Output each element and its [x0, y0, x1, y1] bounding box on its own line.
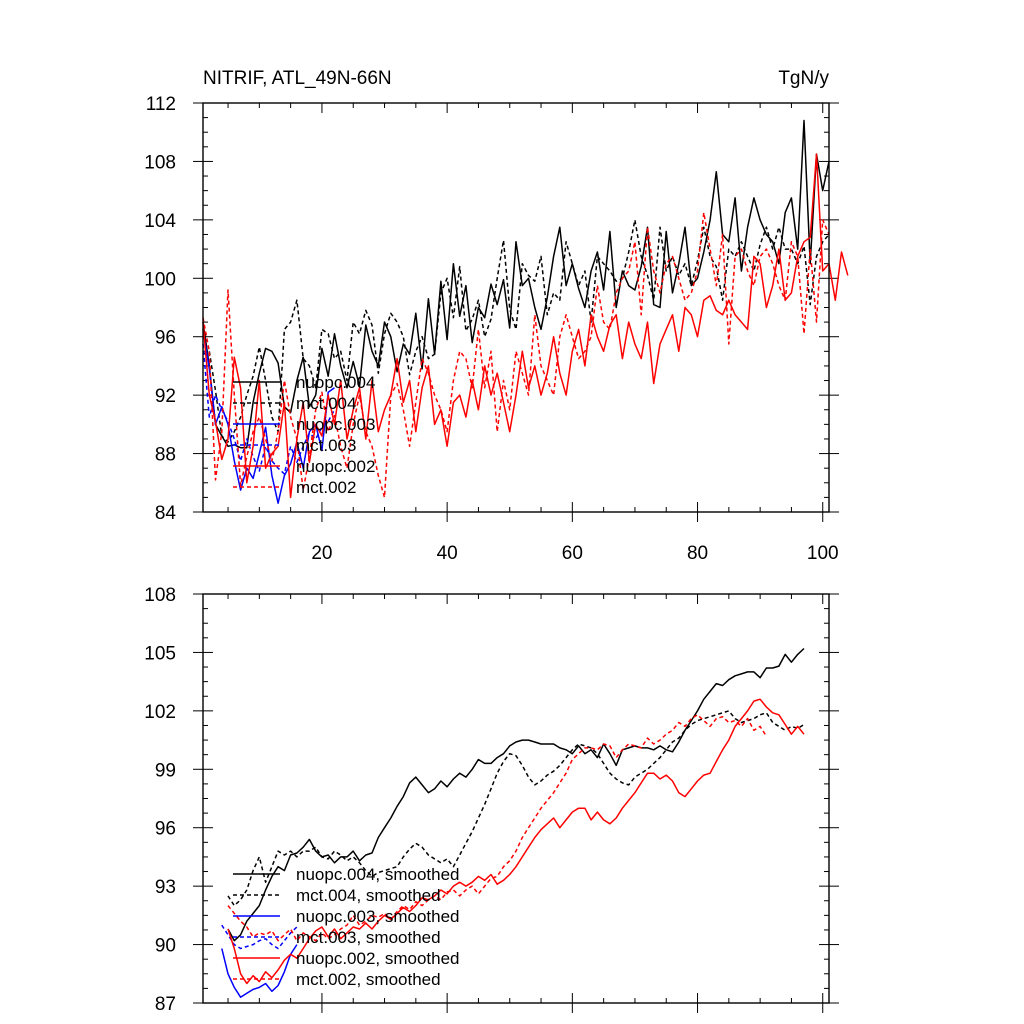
series-line [227, 647, 805, 942]
y-tick-label: 112 [146, 94, 176, 115]
x-tick-label: 20 [311, 543, 332, 564]
series-line [221, 924, 298, 950]
series-line [202, 119, 830, 449]
series-line [202, 329, 335, 504]
y-tick-label: 100 [144, 269, 176, 290]
bottom-chart: 87 90 93 96 99 102 105 108 nuopc.004, smoothed m… [144, 585, 839, 1015]
bottom-axis-ticks: 87 90 93 96 99 102 105 108 [144, 585, 839, 1015]
y-tick-label: 96 [155, 328, 176, 349]
bottom-plot-frame [202, 593, 830, 1004]
legend-label: mct.003 [296, 436, 356, 455]
y-tick-label: 108 [144, 152, 176, 173]
y-tick-label: 104 [144, 211, 176, 232]
top-axis-ticks: 20 40 60 80 100 84 88 92 96 100 104 108 112 [144, 94, 839, 564]
legend-label: nuopc.002 [296, 457, 375, 476]
y-tick-label: 105 [144, 643, 176, 664]
y-tick-label: 88 [155, 445, 176, 466]
y-tick-label: 92 [155, 386, 176, 407]
legend-label: nuopc.004, smoothed [296, 865, 460, 884]
series-line [227, 710, 805, 907]
legend-label: mct.002, smoothed [296, 970, 441, 989]
legend-label: mct.003, smoothed [296, 928, 441, 947]
x-tick-label: 60 [562, 543, 583, 564]
y-tick-label: 96 [155, 819, 176, 840]
chart-title: NITRIF, ATL_49N-66N [203, 68, 392, 89]
legend-label: nuopc.004 [296, 373, 375, 392]
legend-label: mct.004 [296, 394, 356, 413]
series-line [227, 698, 805, 985]
x-tick-label: 40 [437, 543, 458, 564]
y-tick-label: 99 [155, 760, 176, 781]
bottom-series [221, 647, 805, 998]
y-tick-label: 102 [144, 702, 176, 723]
top-legend: nuopc.004 mct.004 nuopc.003 mct.003 nuopc.00… [233, 373, 375, 497]
top-chart: NITRIF, ATL_49N-66N TgN/y 20 40 60 80 100 84 8… [144, 68, 849, 564]
y-tick-label: 108 [144, 585, 176, 606]
series-line [202, 153, 849, 499]
y-tick-label: 90 [155, 936, 176, 957]
series-line [221, 944, 298, 998]
y-tick-label: 87 [155, 994, 176, 1015]
x-tick-label: 80 [687, 543, 708, 564]
series-line [202, 343, 336, 475]
legend-label: nuopc.003, smoothed [296, 907, 460, 926]
legend-label: nuopc.002, smoothed [296, 949, 460, 968]
top-series [202, 119, 849, 504]
top-plot-frame [202, 102, 830, 513]
x-tick-label: 100 [807, 543, 839, 564]
y-tick-label: 93 [155, 877, 176, 898]
y-tick-label: 84 [155, 503, 177, 524]
bottom-legend: nuopc.004, smoothed mct.004, smoothed nuop… [233, 865, 460, 989]
legend-label: mct.004, smoothed [296, 886, 441, 905]
legend-label: nuopc.003 [296, 415, 375, 434]
legend-label: mct.002 [296, 478, 356, 497]
chart-units: TgN/y [778, 68, 829, 89]
